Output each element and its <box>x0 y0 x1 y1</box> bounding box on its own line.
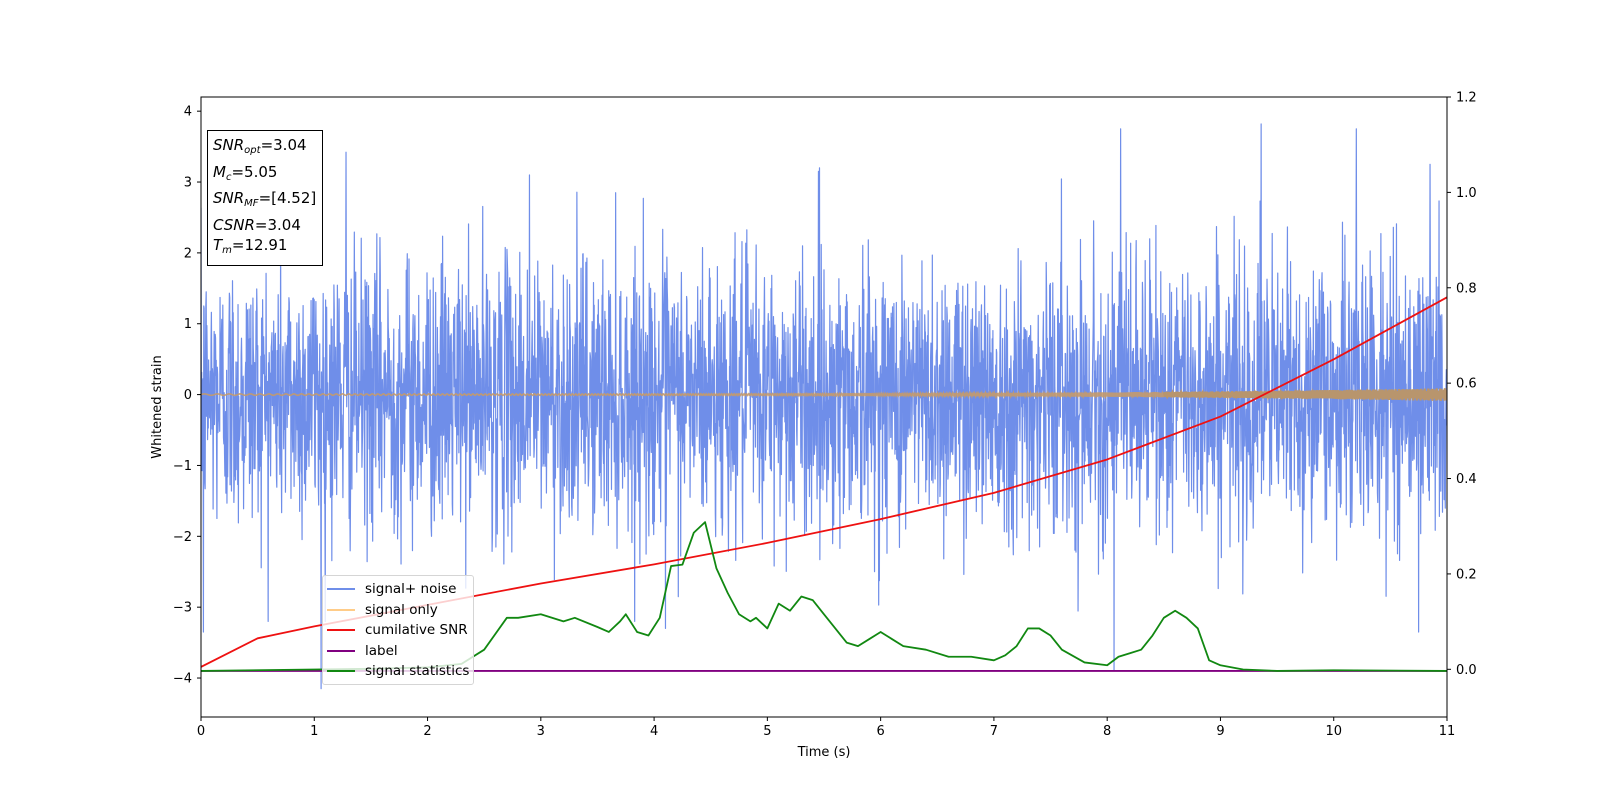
legend-item-cumulative-snr: cumilative SNR <box>327 620 469 641</box>
y-axis-label: Whitened strain <box>150 355 165 458</box>
legend-swatch <box>327 608 355 611</box>
y-left-tick-label: 1 <box>184 317 192 332</box>
legend-item-signal-statistics: signal statistics <box>327 661 469 682</box>
legend-item-label: label <box>327 641 469 662</box>
x-tick-label: 3 <box>537 724 545 739</box>
snr-annotation-box: SNRopt=3.04 Mc=5.05 SNRMF=[4.52] CSNR=3.… <box>207 130 324 266</box>
legend-label: signal statistics <box>365 663 470 680</box>
x-tick-label: 7 <box>990 724 998 739</box>
y-left-tick-label: 3 <box>184 176 192 191</box>
signal-noise-line <box>201 123 1447 690</box>
mc-line: Mc=5.05 <box>213 162 278 183</box>
snr-opt-line: SNRopt=3.04 <box>213 136 307 156</box>
tm-line: Tm=12.91 <box>213 236 288 256</box>
y-right-tick-label: 0.6 <box>1456 377 1477 392</box>
y-left-tick-label: −3 <box>173 601 192 616</box>
y-right-tick-label: 0.4 <box>1456 472 1477 487</box>
y-right-tick-label: 1.0 <box>1456 186 1477 201</box>
legend-swatch <box>327 670 355 673</box>
signal-noise-series <box>201 123 1447 690</box>
legend-label: cumilative SNR <box>365 622 468 639</box>
y-left-tick-label: −4 <box>173 672 192 687</box>
legend-item-signal-noise: signal+ noise <box>327 579 469 600</box>
legend-swatch <box>327 588 355 591</box>
y-left-tick-label: −2 <box>173 530 192 545</box>
x-tick-label: 10 <box>1325 724 1342 739</box>
x-tick-label: 9 <box>1216 724 1224 739</box>
y-left-tick-label: 0 <box>184 388 192 403</box>
y-left-tick-label: −1 <box>173 459 192 474</box>
signal-only-band <box>1162 388 1447 401</box>
x-tick-label: 1 <box>310 724 318 739</box>
x-tick-label: 2 <box>423 724 431 739</box>
x-axis-label: Time (s) <box>797 745 851 760</box>
legend-swatch <box>327 629 355 632</box>
snr-mf-line: SNRMF=[4.52] <box>213 189 317 209</box>
legend-item-signal-only: signal only <box>327 600 469 621</box>
plot-frame <box>200 96 1448 718</box>
legend-label: label <box>365 642 398 659</box>
x-tick-label: 11 <box>1439 724 1456 739</box>
legend-label: signal+ noise <box>365 581 457 598</box>
x-tick-label: 5 <box>763 724 771 739</box>
signal-only-series <box>201 388 1447 401</box>
chart-legend: signal+ noise signal only cumilative SNR… <box>322 575 475 685</box>
legend-swatch <box>327 649 355 652</box>
y-right-tick-label: 1.2 <box>1456 91 1477 106</box>
x-tick-label: 4 <box>650 724 658 739</box>
x-tick-label: 0 <box>197 724 205 739</box>
y-right-tick-label: 0.8 <box>1456 281 1477 296</box>
csnr-line: CSNR=3.04 <box>213 215 301 234</box>
x-tick-label: 6 <box>876 724 884 739</box>
x-tick-label: 8 <box>1103 724 1111 739</box>
legend-label: signal only <box>365 601 438 618</box>
y-right-tick-label: 0.2 <box>1456 567 1477 582</box>
series-signal-statistics-line <box>201 521 1447 672</box>
y-right-tick-label: 0.0 <box>1456 663 1477 678</box>
y-left-tick-label: 2 <box>184 246 192 261</box>
y-left-tick-label: 4 <box>184 105 192 120</box>
axis-ticks: 0 1 2 3 4 5 6 7 8 9 10 1143210−1−2−3−41.21.00.80.60… <box>173 91 1477 740</box>
